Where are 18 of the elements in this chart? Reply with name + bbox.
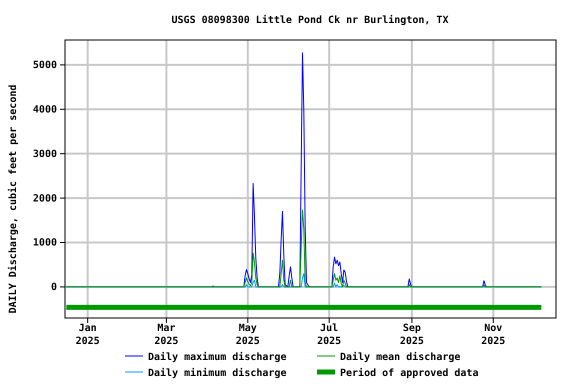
legend-label: Daily minimum discharge xyxy=(148,367,286,379)
y-tick-label: 5000 xyxy=(32,60,57,72)
y-axis-title: DAILY Discharge, cubic feet per second xyxy=(7,84,19,314)
y-tick-label: 2000 xyxy=(32,193,57,204)
legend-label: Daily mean discharge xyxy=(340,351,460,363)
x-tick-label: Jan 2025 xyxy=(76,323,100,347)
chart-title: USGS 08098300 Little Pond Ck nr Burlington, TX xyxy=(172,14,448,26)
x-tick-label: Jul 2025 xyxy=(317,323,342,347)
x-tick-label: Sep 2025 xyxy=(400,323,424,347)
y-tick-label: 0 xyxy=(50,282,57,294)
x-tick-label: Nov 2025 xyxy=(481,323,506,347)
y-tick-label: 4000 xyxy=(32,104,57,116)
y-tick-label: 1000 xyxy=(32,238,57,249)
legend-label: Period of approved data xyxy=(340,367,478,379)
y-tick-label: 3000 xyxy=(32,148,57,160)
x-tick-label: May 2025 xyxy=(236,323,260,347)
x-tick-label: Mar 2025 xyxy=(154,323,178,347)
legend-label: Daily maximum discharge xyxy=(148,351,286,363)
